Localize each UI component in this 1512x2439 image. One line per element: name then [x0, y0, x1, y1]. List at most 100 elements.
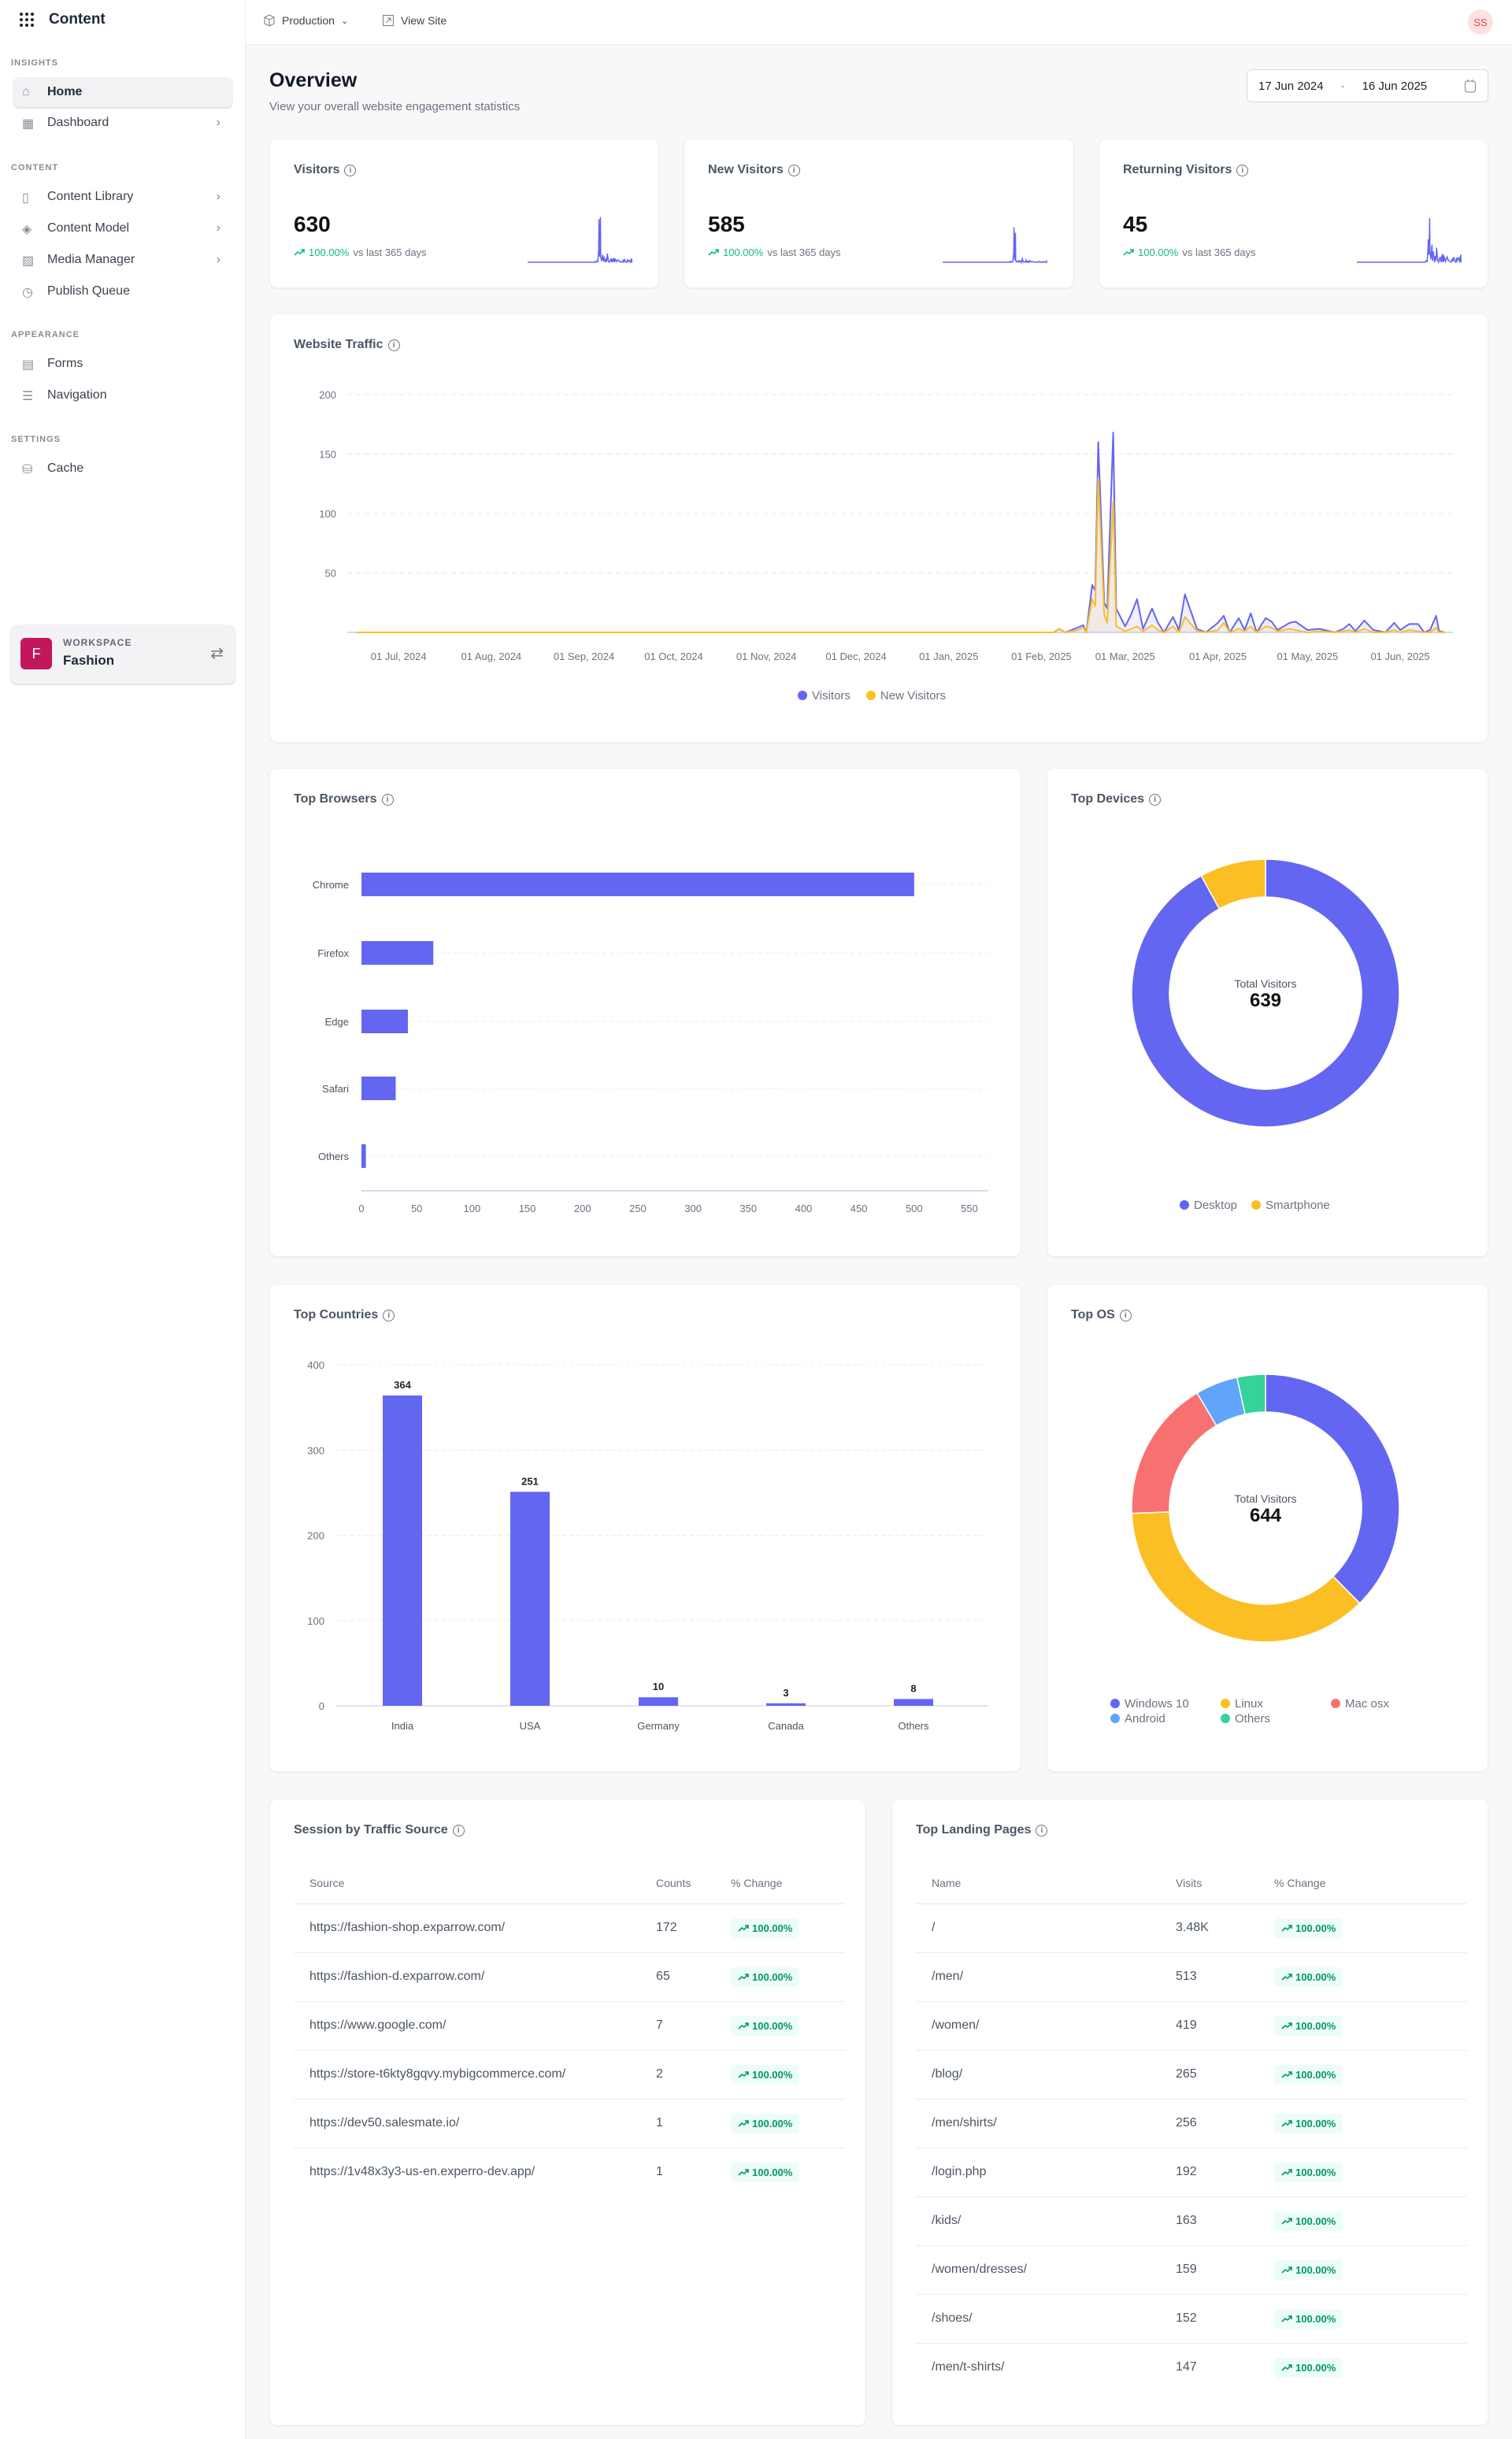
data-label: 364	[394, 1379, 411, 1391]
info-icon[interactable]: i	[1036, 1824, 1048, 1837]
sidebar-item-media-manager[interactable]: ▨ Media Manager ›	[13, 245, 233, 275]
bar-india[interactable]	[383, 1395, 422, 1706]
bar-others[interactable]	[894, 1699, 933, 1706]
legend-smartphone[interactable]: Smartphone	[1251, 1199, 1330, 1212]
legend-mac-osx[interactable]: Mac osx	[1331, 1697, 1441, 1711]
slice-others[interactable]	[1236, 1373, 1266, 1415]
chevron-right-icon[interactable]: ›	[216, 221, 220, 235]
bar-edge[interactable]	[361, 1010, 408, 1033]
website-traffic-card: Website Traffic i 50 100 150 200 01 Jul, 2024…	[269, 313, 1488, 743]
sidebar-item-navigation[interactable]: ☰ Navigation	[13, 380, 233, 410]
table-row[interactable]: /men/513 100.00%	[916, 1952, 1467, 2002]
kpi-title: Returning Visitors	[1123, 163, 1232, 176]
switch-arrows-icon[interactable]: ⇄	[210, 645, 224, 662]
sidebar-item-cache[interactable]: ⛁ Cache	[13, 454, 233, 484]
info-icon[interactable]: i	[452, 1824, 465, 1837]
kpi-value: 45	[1123, 212, 1148, 236]
cell-count: 163	[1160, 2196, 1258, 2246]
column-header-visits[interactable]: Visits	[1160, 1863, 1258, 1904]
info-icon[interactable]: i	[1149, 793, 1162, 806]
table-row[interactable]: /men/shirts/256 100.00%	[916, 2099, 1467, 2148]
column-header-name[interactable]: Name	[916, 1863, 1160, 1904]
legend-linux[interactable]: Linux	[1221, 1697, 1331, 1711]
change-value: 100.00%	[752, 1922, 793, 1934]
info-icon[interactable]: i	[383, 1309, 395, 1321]
slice-linux[interactable]	[1131, 1510, 1361, 1643]
x-tick-label: 01 Feb, 2025	[1011, 651, 1072, 662]
bar-usa[interactable]	[510, 1492, 550, 1706]
info-icon[interactable]: i	[788, 164, 800, 176]
devices-center-label: Total Visitors 639	[1187, 977, 1344, 1012]
column-header-source[interactable]: Source	[294, 1863, 640, 1904]
apps-grid-icon[interactable]	[19, 12, 35, 28]
slice-windows-10[interactable]	[1265, 1373, 1400, 1604]
table-row[interactable]: /blog/265 100.00%	[916, 2050, 1467, 2100]
sidebar-item-publish-queue[interactable]: ◷ Publish Queue	[13, 276, 233, 306]
table-row[interactable]: /shoes/152 100.00%	[916, 2294, 1467, 2344]
y-tick-label: 150	[319, 449, 336, 461]
sidebar-item-dashboard[interactable]: ▦ Dashboard ›	[13, 108, 233, 138]
info-icon[interactable]: i	[381, 793, 394, 806]
slice-desktop[interactable]	[1131, 858, 1400, 1128]
info-icon[interactable]: i	[387, 339, 400, 351]
legend-android[interactable]: Android	[1110, 1712, 1221, 1725]
table-row[interactable]: https://1v48x3y3-us-en.experro-dev.app/1…	[294, 2148, 845, 2196]
table-row[interactable]: /kids/163 100.00%	[916, 2196, 1467, 2246]
sidebar-item-home[interactable]: ⌂ Home	[13, 77, 233, 107]
info-icon[interactable]: i	[344, 164, 357, 176]
bar-firefox[interactable]	[361, 941, 434, 965]
workspace-switcher[interactable]: F WORKSPACE Fashion ⇄	[9, 625, 236, 684]
table-row[interactable]: https://fashion-shop.exparrow.com/172 100…	[294, 1903, 845, 1953]
legend-visitors[interactable]: Visitors	[798, 689, 850, 702]
visitors-line[interactable]	[357, 432, 1446, 633]
new-visitors-line[interactable]	[357, 476, 1445, 633]
bar-others[interactable]	[361, 1144, 366, 1168]
chevron-right-icon[interactable]: ›	[216, 253, 220, 266]
info-icon[interactable]: i	[1236, 164, 1249, 176]
legend-others[interactable]: Others	[1221, 1712, 1331, 1725]
top-countries-title: Top Countries	[294, 1308, 379, 1321]
cell-change: 100.00%	[715, 1952, 845, 2002]
table-row[interactable]: /men/t-shirts/147 100.00%	[916, 2343, 1467, 2392]
calendar-icon[interactable]	[1464, 79, 1477, 93]
change-value: 100.00%	[1295, 2117, 1336, 2129]
sidebar-item-content-model[interactable]: ◈ Content Model ›	[13, 213, 233, 243]
kpi-card-returning-visitors: Returning Visitors i 45 100.00% vs last 365 …	[1099, 139, 1488, 288]
bar-germany[interactable]	[639, 1697, 678, 1706]
view-site-link[interactable]: View Site	[382, 14, 447, 27]
legend-windows-10[interactable]: Windows 10	[1110, 1697, 1221, 1711]
table-row[interactable]: https://www.google.com/7 100.00%	[294, 2001, 845, 2051]
cell-change: 100.00%	[715, 2050, 845, 2100]
environment-dropdown[interactable]: Production ⌄	[263, 14, 348, 27]
bar-chrome[interactable]	[361, 873, 914, 896]
table-row[interactable]: /3.48K 100.00%	[916, 1903, 1467, 1953]
info-icon[interactable]: i	[1119, 1309, 1132, 1321]
table-row[interactable]: https://fashion-d.exparrow.com/65 100.00%	[294, 1952, 845, 2002]
bar-canada[interactable]	[766, 1703, 806, 1706]
table-row[interactable]: /login.php 192 100.00%	[916, 2148, 1467, 2197]
data-label: 3	[783, 1687, 788, 1699]
table-row[interactable]: /women/dresses/159 100.00%	[916, 2245, 1467, 2295]
user-avatar[interactable]: SS	[1468, 9, 1493, 35]
trend-up-icon	[738, 2167, 749, 2178]
legend-desktop[interactable]: Desktop	[1180, 1199, 1237, 1212]
top-countries-card: Top Countries i 0 100 200 300 400 364 India 251 U…	[269, 1284, 1021, 1772]
app-logo[interactable]: Content	[19, 11, 106, 28]
sidebar-item-content-library[interactable]: ▯ Content Library ›	[13, 182, 233, 212]
kpi-change: 100.00% vs last 365 days	[294, 246, 427, 258]
column-header-counts[interactable]: Counts	[640, 1863, 715, 1904]
bar-safari[interactable]	[361, 1077, 396, 1100]
sidebar-item-forms[interactable]: ▤ Forms	[13, 349, 233, 379]
legend-new-visitors[interactable]: New Visitors	[865, 689, 946, 702]
column-header-change[interactable]: % Change	[1258, 1863, 1467, 1904]
table-row[interactable]: https://dev50.salesmate.io/1 100.00%	[294, 2099, 845, 2148]
table-row[interactable]: https://store-t6kty8gqvy.mybigcommerce.c…	[294, 2050, 845, 2100]
change-value: 100.00%	[1295, 2312, 1336, 2325]
kpi-change: 100.00% vs last 365 days	[1123, 246, 1256, 258]
chevron-right-icon[interactable]: ›	[216, 116, 220, 129]
column-header-change[interactable]: % Change	[715, 1863, 845, 1904]
table-row[interactable]: /women/419 100.00%	[916, 2001, 1467, 2051]
date-range-picker[interactable]: 17 Jun 2024 - 16 Jun 2025	[1247, 69, 1488, 102]
chevron-right-icon[interactable]: ›	[216, 190, 220, 203]
slice-smartphone[interactable]	[1200, 858, 1266, 910]
